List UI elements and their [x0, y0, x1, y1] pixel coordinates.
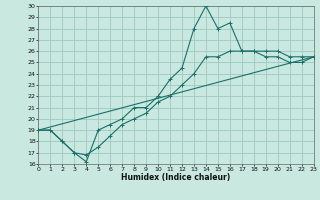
- X-axis label: Humidex (Indice chaleur): Humidex (Indice chaleur): [121, 173, 231, 182]
